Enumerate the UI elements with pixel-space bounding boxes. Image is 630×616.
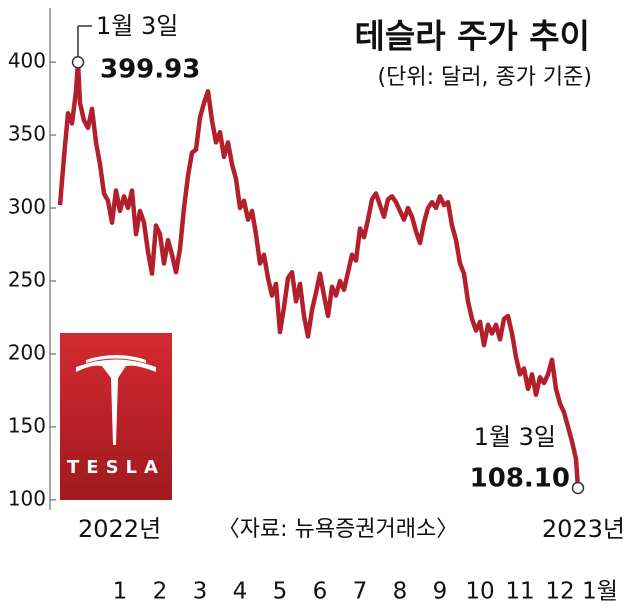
peak-point <box>71 55 85 69</box>
chart-subtitle: (단위: 달러, 종가 기준) <box>378 65 592 90</box>
y-tick-label: 300 <box>8 195 46 219</box>
y-tick-label: 350 <box>8 122 46 146</box>
x-tick-label: 5 <box>273 579 288 605</box>
x-tick-label: 9 <box>433 579 448 605</box>
y-tick-label: 400 <box>8 49 46 73</box>
y-tick-label: 250 <box>8 267 46 291</box>
y-tick-label: 100 <box>8 486 46 510</box>
x-tick-label: 10 <box>465 579 494 605</box>
x-tick-label: 2 <box>153 579 168 605</box>
price-line <box>57 59 581 489</box>
logo-text: TESLA <box>67 457 165 478</box>
x-tick-label: 1 <box>113 579 128 605</box>
start-year: 2022년 <box>78 515 161 543</box>
x-tick-label: 12 <box>545 579 574 605</box>
x-tick-label: 6 <box>313 579 328 605</box>
logo-emblem <box>76 359 156 445</box>
logo-emblem-top <box>86 355 146 363</box>
annotation-date: 1월 3일 <box>96 12 178 40</box>
annotation-value: 399.93 <box>100 55 200 85</box>
x-tick-label: 1월 <box>582 579 618 605</box>
end-point <box>571 481 585 495</box>
y-tick-label: 150 <box>8 413 46 437</box>
chart-title: 테슬라 주가 추이 <box>355 17 591 56</box>
y-tick-label: 200 <box>8 340 46 364</box>
end-year: 2023년 <box>542 515 625 543</box>
x-tick-label: 8 <box>393 579 408 605</box>
x-tick-label: 11 <box>505 579 534 605</box>
annotation-date: 1월 3일 <box>474 423 556 451</box>
tesla-logo: TESLA <box>60 333 172 500</box>
source: 〈자료: 뉴욕증권거래소〉 <box>218 517 459 542</box>
x-tick-label: 4 <box>233 579 248 605</box>
annotation-value: 108.10 <box>470 464 570 494</box>
x-tick-label: 7 <box>353 579 368 605</box>
x-tick-label: 3 <box>193 579 208 605</box>
